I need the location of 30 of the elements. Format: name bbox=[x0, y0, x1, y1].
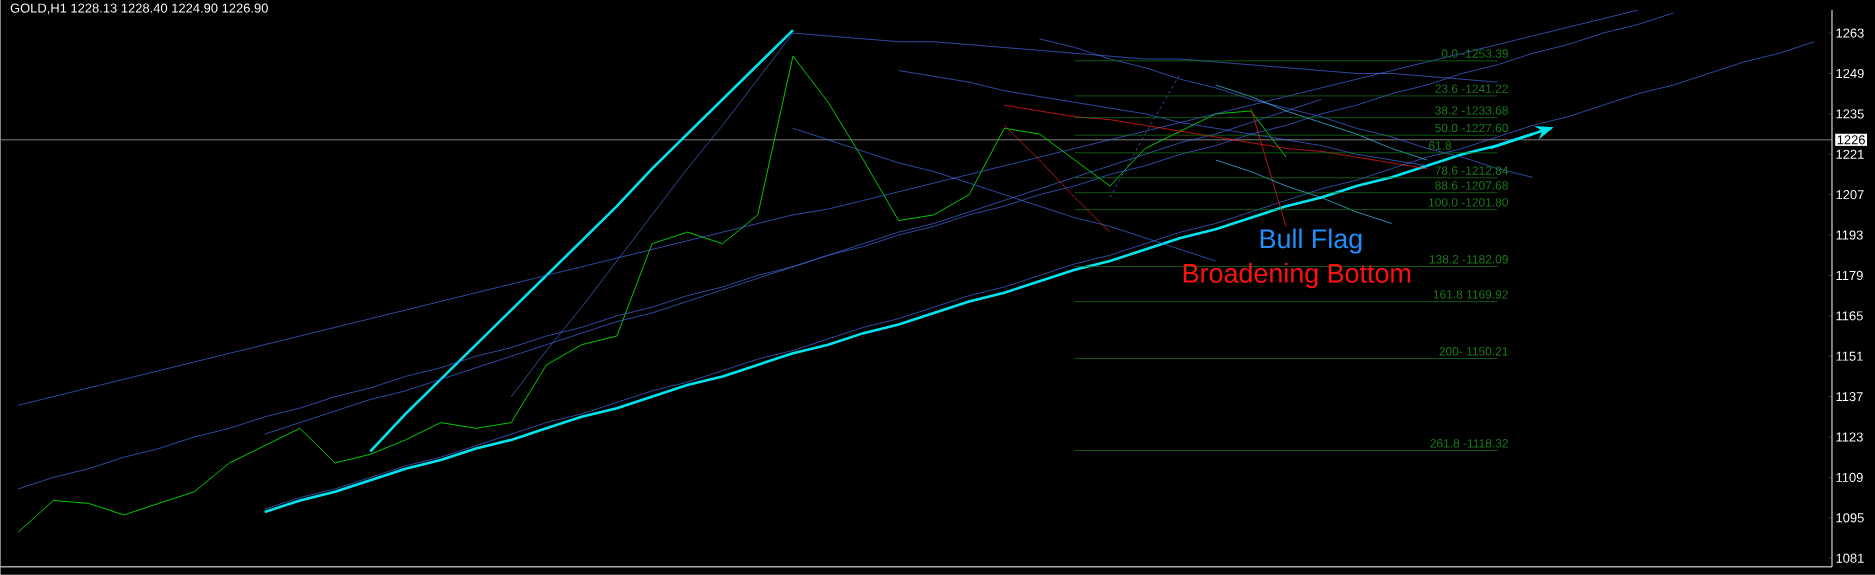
annotation: 161.8 1169.92 bbox=[1433, 290, 1508, 299]
y-tick-label: 1179 bbox=[1836, 270, 1863, 281]
y-tick-label: 1249 bbox=[1836, 68, 1864, 79]
y-tick-label: 1095 bbox=[1836, 513, 1864, 523]
annotation: Broadening Bottom bbox=[1183, 263, 1411, 289]
annotation: 200- 1150.21 bbox=[1439, 347, 1508, 356]
y-tick-label: 1081 bbox=[1836, 553, 1864, 563]
annotation: 0.0 -1253.39 bbox=[1441, 49, 1508, 58]
y-tick-label: 1235 bbox=[1836, 109, 1864, 119]
y-tick-label: 1263 bbox=[1836, 28, 1864, 38]
y-tick-label: 1193 bbox=[1836, 230, 1863, 240]
annotation: 23.6 -1241.22 bbox=[1435, 84, 1508, 93]
annotation: 38.2 -1233.68 bbox=[1435, 106, 1508, 115]
y-tick-label: 1207 bbox=[1836, 190, 1864, 200]
annotation: 50.0 -1227.60 bbox=[1435, 123, 1508, 133]
y-tick-label: 1221 bbox=[1836, 149, 1864, 159]
y-tick-label: 1123 bbox=[1836, 432, 1863, 442]
ref-line-label: 1226 bbox=[1837, 135, 1865, 145]
y-tick-label: 1165 bbox=[1836, 311, 1863, 321]
y-tick-label: 1137 bbox=[1836, 392, 1863, 402]
annotation: 138.2 -1182.09 bbox=[1429, 255, 1508, 264]
annotation: 100.0 -1201.80 bbox=[1428, 198, 1508, 207]
y-tick-label: 1151 bbox=[1836, 351, 1863, 361]
annotation: Bull Flag bbox=[1260, 228, 1362, 254]
y-tick-label: 1109 bbox=[1836, 472, 1863, 483]
annotation: 78.6 -1212.84 bbox=[1435, 166, 1509, 175]
annotation: 261.8 -1118.32 bbox=[1430, 439, 1508, 448]
annotation: 88.6 -1207.68 bbox=[1435, 181, 1508, 190]
chart-title: GOLD,H1 1228.13 1228.40 1224.90 1226.90 bbox=[10, 3, 268, 15]
annotation: 61.8 bbox=[1429, 141, 1452, 150]
